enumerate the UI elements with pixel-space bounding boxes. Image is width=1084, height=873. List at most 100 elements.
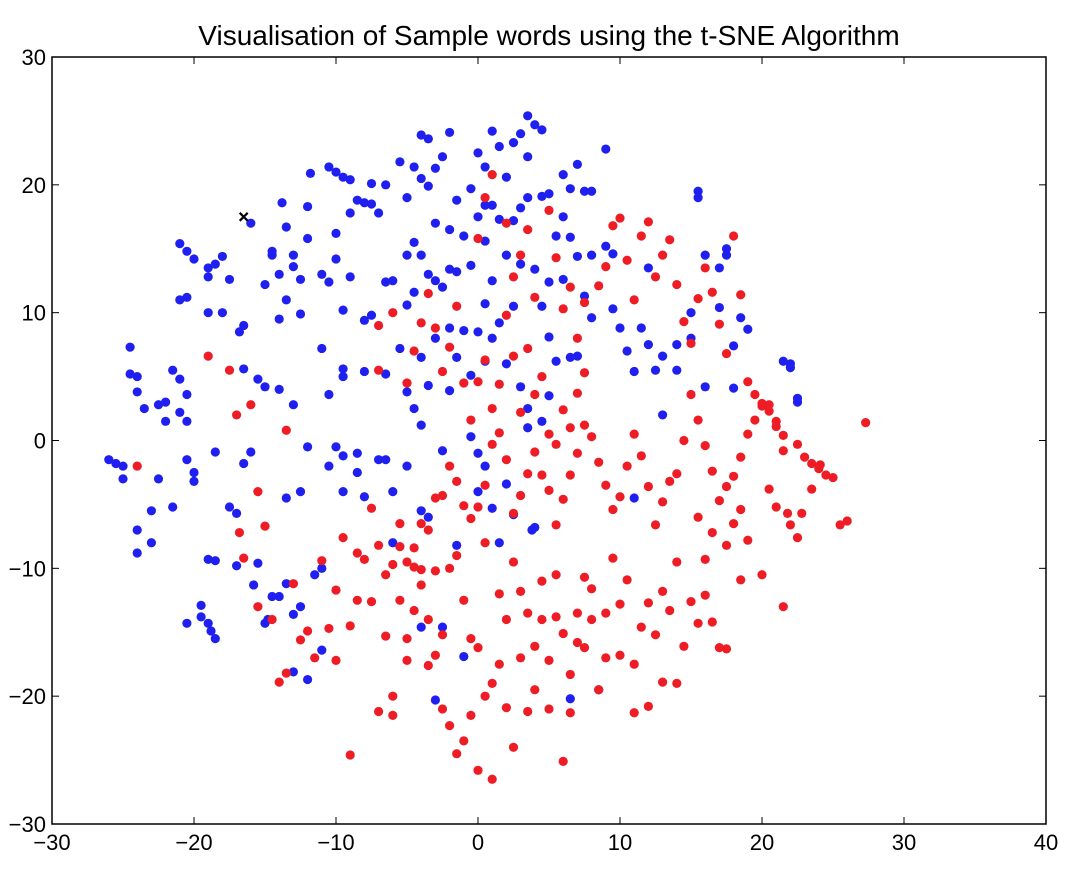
red-point: [445, 342, 455, 352]
red-point: [430, 650, 440, 660]
blue-point: [544, 277, 554, 287]
blue-point: [345, 175, 355, 185]
red-point: [537, 576, 547, 586]
blue-point: [466, 370, 476, 380]
blue-point: [508, 301, 519, 311]
red-point: [601, 480, 611, 490]
red-point: [700, 441, 710, 451]
blue-point: [445, 127, 455, 138]
blue-point: [473, 487, 483, 497]
blue-point: [189, 476, 199, 487]
scatter-points: [104, 111, 871, 784]
plot-frame: [51, 56, 1047, 825]
blue-point: [416, 420, 426, 430]
red-point: [629, 708, 639, 718]
blue-point: [295, 602, 306, 612]
blue-point: [501, 250, 511, 260]
red-point: [565, 708, 575, 718]
red-point: [579, 368, 590, 378]
red-point: [800, 452, 810, 462]
red-point: [452, 550, 462, 561]
red-point: [437, 630, 448, 640]
red-point: [480, 355, 490, 365]
red-point: [281, 425, 291, 435]
red-point: [310, 653, 320, 663]
red-point: [523, 608, 533, 618]
blue-point: [658, 351, 668, 361]
red-point: [572, 448, 583, 458]
red-point: [409, 605, 419, 616]
blue-point: [203, 308, 213, 318]
red-point: [501, 703, 511, 713]
red-point: [615, 650, 625, 660]
blue-point: [359, 492, 369, 502]
red-point: [352, 595, 362, 605]
red-point: [508, 742, 519, 752]
red-point: [608, 553, 618, 563]
blue-point: [161, 416, 171, 426]
blue-point: [288, 400, 298, 410]
red-point: [721, 644, 732, 654]
red-point: [338, 533, 348, 543]
red-point: [452, 476, 462, 487]
blue-point: [565, 694, 575, 704]
blue-point: [743, 324, 753, 334]
blue-point: [693, 186, 703, 196]
red-point: [551, 612, 561, 622]
blue-point: [324, 162, 334, 172]
blue-point: [111, 458, 121, 469]
red-point: [281, 668, 291, 678]
blue-point: [494, 538, 504, 548]
blue-point: [459, 325, 469, 336]
red-point: [572, 608, 583, 618]
blue-point: [523, 111, 533, 121]
red-point: [693, 415, 703, 425]
x-tick-label: −30: [33, 830, 70, 855]
blue-point: [516, 203, 526, 213]
blue-point: [473, 212, 483, 222]
blue-point: [544, 189, 554, 199]
red-point: [797, 508, 807, 518]
blue-point: [480, 299, 490, 309]
red-point: [636, 451, 646, 461]
red-point: [551, 520, 561, 530]
blue-point: [416, 506, 426, 516]
blue-point: [203, 272, 213, 282]
red-point: [622, 575, 632, 585]
blue-point: [501, 359, 511, 369]
y-tick-label: −20: [9, 684, 46, 709]
red-point: [473, 765, 483, 775]
blue-point: [615, 323, 625, 333]
red-point: [537, 371, 547, 382]
red-point: [861, 418, 871, 428]
red-point: [544, 485, 554, 495]
red-point: [459, 378, 469, 388]
red-point: [729, 471, 739, 481]
blue-point: [714, 302, 725, 313]
blue-point: [650, 365, 661, 375]
red-point: [757, 401, 767, 411]
red-point: [821, 470, 831, 480]
red-point: [409, 562, 419, 572]
red-point: [459, 501, 469, 511]
blue-point: [587, 313, 597, 323]
blue-point: [473, 448, 483, 458]
red-point: [388, 691, 398, 701]
red-point: [317, 556, 327, 566]
red-point: [402, 655, 412, 665]
red-point: [558, 494, 568, 504]
red-point: [473, 502, 483, 512]
blue-point: [416, 352, 426, 363]
blue-point: [288, 250, 298, 260]
red-point: [579, 297, 590, 308]
red-point: [785, 520, 796, 530]
blue-point: [125, 369, 135, 379]
blue-point: [366, 178, 377, 189]
blue-point: [132, 525, 142, 535]
red-point: [274, 677, 284, 687]
blue-point: [303, 442, 313, 452]
blue-point: [182, 455, 192, 465]
red-point: [622, 461, 632, 471]
blue-point: [338, 487, 348, 497]
blue-point: [182, 292, 192, 302]
